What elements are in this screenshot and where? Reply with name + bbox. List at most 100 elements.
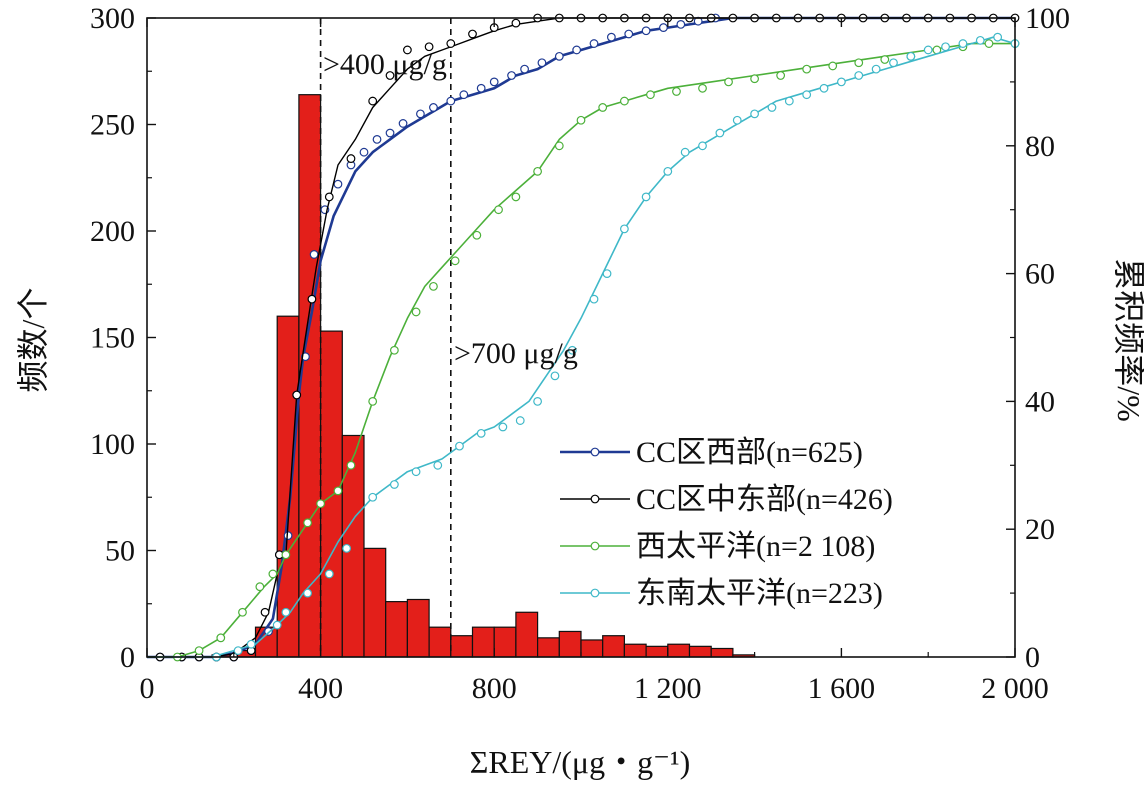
- histogram-bar: [276, 315, 300, 658]
- series-point: [238, 607, 247, 617]
- series-point: [511, 192, 521, 202]
- series-point: [233, 646, 243, 656]
- series-point: [255, 582, 265, 592]
- series-point: [871, 64, 881, 74]
- series-point: [750, 74, 759, 84]
- y-right-tick-label: 80: [1025, 130, 1055, 163]
- series-point: [429, 103, 438, 112]
- series-point: [941, 42, 950, 52]
- series-point: [411, 307, 421, 317]
- y-right-tick-label: 0: [1025, 641, 1040, 674]
- series-point: [346, 154, 356, 163]
- series-point: [342, 543, 352, 553]
- histogram-bar: [580, 639, 604, 658]
- y-left-tick-label: 250: [90, 109, 135, 142]
- series-point: [433, 460, 443, 470]
- series-point: [676, 19, 686, 29]
- series-point: [260, 607, 270, 617]
- histogram-bar: [602, 635, 626, 658]
- series-point: [498, 422, 508, 432]
- series-point: [416, 109, 425, 119]
- reference-lines: [319, 18, 452, 657]
- series-point: [598, 103, 608, 112]
- series-point: [324, 192, 334, 202]
- series-point: [567, 345, 577, 355]
- series-point: [385, 128, 395, 138]
- series-point: [446, 96, 456, 106]
- legend: CC区西部(n=625) CC区中东部(n=426) 西太平洋(n=2 108) 东南…: [560, 436, 893, 610]
- series-point: [802, 90, 812, 100]
- x-tick-label: 400: [298, 672, 343, 705]
- y-right-axis-label: 累积频率/%: [1111, 258, 1144, 422]
- series-point: [554, 141, 564, 151]
- series-point: [854, 58, 864, 68]
- histogram-bar: [645, 645, 669, 658]
- series-point: [715, 128, 725, 138]
- series-point: [680, 147, 690, 157]
- series-point: [620, 96, 629, 106]
- series-point: [476, 83, 486, 93]
- histogram-bar: [471, 626, 495, 658]
- series-point: [429, 281, 438, 291]
- x-tick-label: 800: [472, 672, 517, 705]
- legend-label: CC区西部(n=625): [636, 436, 863, 469]
- series-point: [923, 45, 933, 55]
- y-left-tick-label: 300: [90, 2, 135, 35]
- legend-swatch-marker: [590, 494, 600, 504]
- series-point: [194, 646, 204, 656]
- x-tick-label: 0: [140, 672, 155, 705]
- series-point: [589, 294, 599, 304]
- series-point: [698, 141, 707, 151]
- series-point: [346, 460, 356, 470]
- series-point: [880, 55, 890, 64]
- series-point: [446, 39, 456, 48]
- series-point: [776, 71, 786, 80]
- series-point: [620, 224, 629, 234]
- series-point: [372, 135, 382, 144]
- histogram-bar: [450, 635, 474, 658]
- series-point: [281, 550, 291, 560]
- series-point: [837, 77, 846, 87]
- y-right-axis: 0 20 40 60 80 100: [1006, 2, 1070, 674]
- series-point: [750, 109, 759, 119]
- annotation-700: >700 μg/g: [454, 337, 578, 370]
- series-point: [520, 64, 529, 74]
- series-point: [398, 119, 408, 128]
- series-point: [550, 371, 560, 381]
- series-point: [975, 35, 985, 45]
- series-point: [411, 467, 421, 477]
- series-point: [389, 480, 399, 489]
- series-point: [472, 230, 482, 240]
- y-left-tick-label: 150: [90, 322, 135, 355]
- series-point: [368, 397, 378, 406]
- series-point: [316, 499, 326, 509]
- series-point: [659, 23, 668, 32]
- series-point: [889, 58, 898, 68]
- y-left-tick-label: 100: [90, 428, 135, 461]
- series-point: [307, 294, 317, 304]
- series-point: [624, 29, 634, 39]
- y-left-tick-label: 50: [105, 535, 135, 568]
- series-point: [646, 90, 655, 100]
- series-point: [403, 45, 412, 55]
- series-point: [732, 115, 742, 125]
- x-tick-label: 1 600: [808, 672, 876, 705]
- series-point: [572, 45, 582, 55]
- histogram-bar: [515, 611, 539, 658]
- x-axis-label: ΣREY/(μg・g⁻¹): [470, 744, 690, 780]
- series-point: [906, 51, 916, 61]
- series-point: [368, 96, 378, 106]
- series-point: [216, 633, 226, 643]
- histogram-bar: [536, 637, 560, 658]
- series-point: [802, 64, 812, 74]
- y-left-axis: 0 50 100 150 200 250 300: [90, 2, 156, 674]
- series-point: [724, 77, 733, 87]
- series-point: [663, 166, 673, 176]
- series-point: [489, 77, 499, 87]
- series-point: [854, 71, 864, 80]
- histogram-bar: [363, 547, 387, 658]
- series-point: [385, 71, 395, 80]
- histogram-bar: [428, 626, 452, 658]
- series-point: [450, 256, 460, 266]
- legend-swatch-marker: [590, 588, 600, 598]
